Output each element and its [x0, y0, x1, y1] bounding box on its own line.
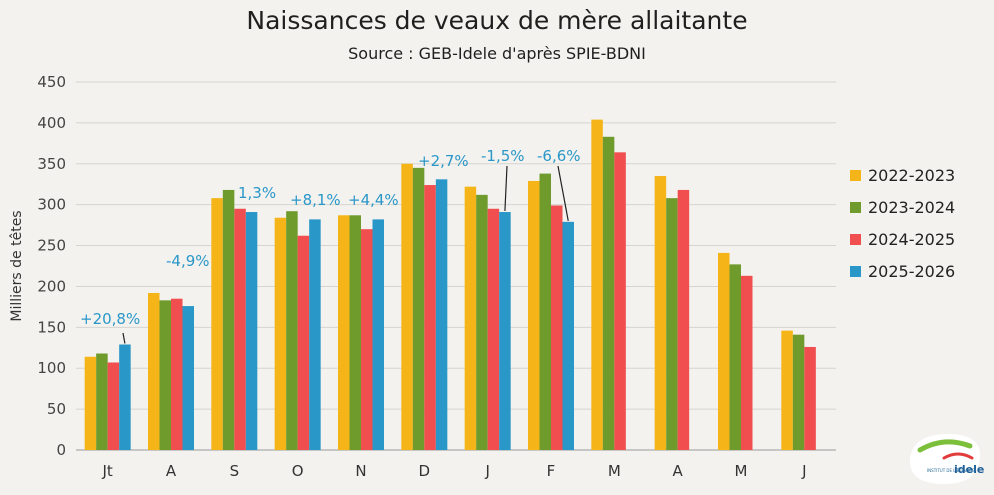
logo-text: idele [954, 463, 984, 476]
y-tick-label: 450 [37, 73, 66, 91]
x-tick-label: S [230, 462, 240, 480]
bar-2022-2023-M [718, 252, 730, 450]
x-tick-label: F [547, 462, 556, 480]
logo-small-text: INSTITUT DE L'ÉLEVAGE [927, 468, 975, 473]
bar-2023-2024-J [792, 334, 805, 450]
y-tick-label: 400 [37, 114, 66, 132]
bar-2024-2025-S [234, 208, 246, 450]
bar-2024-2025-A [171, 298, 183, 450]
legend-label: 2022-2023 [868, 166, 955, 185]
annotation-leader [504, 165, 508, 212]
y-tick-label: 50 [47, 400, 66, 418]
annotation-label: +20,8% [80, 310, 140, 328]
x-tick-label: D [419, 462, 431, 480]
bar-2023-2024-S [222, 189, 235, 451]
bar-2024-2025-F [551, 205, 563, 450]
logo-swoosh-red [942, 452, 974, 460]
y-axis-label: Milliers de têtes [9, 210, 25, 321]
legend-swatch [850, 234, 861, 245]
bar-2022-2023-J [781, 330, 793, 450]
bar-2025-2026-O [309, 219, 321, 450]
bar-2022-2023-A [654, 176, 667, 451]
legend-swatch [850, 266, 861, 277]
bar-2022-2023-O [274, 217, 287, 450]
x-tick-label: A [166, 462, 177, 480]
bar-2024-2025-D [424, 185, 436, 451]
annotation-leader [122, 332, 126, 344]
x-tick-label: O [292, 462, 304, 480]
legend-label: 2024-2025 [868, 230, 955, 249]
bar-2022-2023-Jt [84, 356, 97, 450]
x-tick-label: N [355, 462, 366, 480]
annotation-label: +8,1% [290, 191, 341, 209]
y-tick-label: 300 [37, 196, 66, 214]
bar-2024-2025-A [677, 189, 690, 451]
bar-2024-2025-N [361, 229, 373, 450]
bar-2024-2025-M [614, 152, 626, 450]
y-tick-label: 350 [37, 155, 66, 173]
bar-2024-2025-M [741, 275, 753, 450]
bar-2023-2024-M [602, 136, 615, 450]
y-tick-label: 250 [37, 237, 66, 255]
bar-2022-2023-S [211, 198, 223, 450]
bar-2022-2023-F [528, 180, 540, 450]
x-tick-label: M [735, 462, 748, 480]
bar-2024-2025-O [297, 235, 310, 450]
chart-subtitle: Source : GEB-Idele d'après SPIE-BDNI [348, 44, 646, 63]
legend-swatch [850, 202, 861, 213]
x-tick-label: M [608, 462, 621, 480]
y-tick-label: 200 [37, 277, 66, 295]
annotation-label: 1,3% [238, 184, 276, 202]
bar-2025-2026-D [435, 179, 448, 450]
bar-2022-2023-D [401, 163, 413, 450]
annotation-label: +4,4% [348, 191, 399, 209]
bar-2023-2024-O [286, 211, 298, 450]
bar-2023-2024-Jt [96, 353, 108, 450]
bar-2025-2026-F [562, 221, 574, 450]
bar-2023-2024-M [729, 264, 741, 450]
bar-2023-2024-A [159, 300, 171, 450]
bar-2025-2026-S [245, 212, 258, 450]
y-tick-label: 0 [56, 441, 66, 459]
bar-2023-2024-N [349, 215, 361, 450]
bar-2024-2025-J [804, 346, 816, 450]
y-tick-label: 150 [37, 318, 66, 336]
x-tick-label: J [484, 462, 489, 480]
annotation-label: +2,7% [418, 152, 469, 170]
y-tick-label: 100 [37, 359, 66, 377]
legend-label: 2023-2024 [868, 198, 955, 217]
annotation-leader [557, 165, 569, 221]
bar-2022-2023-A [148, 292, 160, 450]
bar-2024-2025-J [487, 208, 500, 450]
bar-2025-2026-J [499, 212, 511, 450]
legend-label: 2025-2026 [868, 262, 955, 281]
legend-swatch [850, 170, 861, 181]
x-tick-label: A [673, 462, 684, 480]
bar-2023-2024-D [412, 167, 425, 450]
bar-2022-2023-M [591, 119, 603, 451]
annotation-label: -1,5% [481, 147, 525, 165]
bar-2023-2024-A [666, 198, 678, 450]
x-tick-label: Jt [102, 462, 113, 480]
bar-2023-2024-F [539, 173, 551, 450]
bar-2023-2024-J [476, 194, 488, 450]
bar-2024-2025-Jt [107, 362, 120, 450]
x-tick-label: J [801, 462, 806, 480]
bar-2022-2023-N [338, 215, 350, 450]
bar-2025-2026-A [182, 306, 194, 450]
bar-2022-2023-J [464, 186, 477, 451]
bar-2025-2026-Jt [119, 344, 131, 450]
idele-logo: INSTITUT DE L'ÉLEVAGE idele [909, 434, 984, 484]
bar-2025-2026-N [372, 219, 384, 450]
annotation-label: -4,9% [166, 252, 210, 270]
logo-swoosh-green [917, 439, 973, 453]
annotation-label: -6,6% [537, 147, 581, 165]
chart-title: Naissances de veaux de mère allaitante [246, 6, 748, 35]
